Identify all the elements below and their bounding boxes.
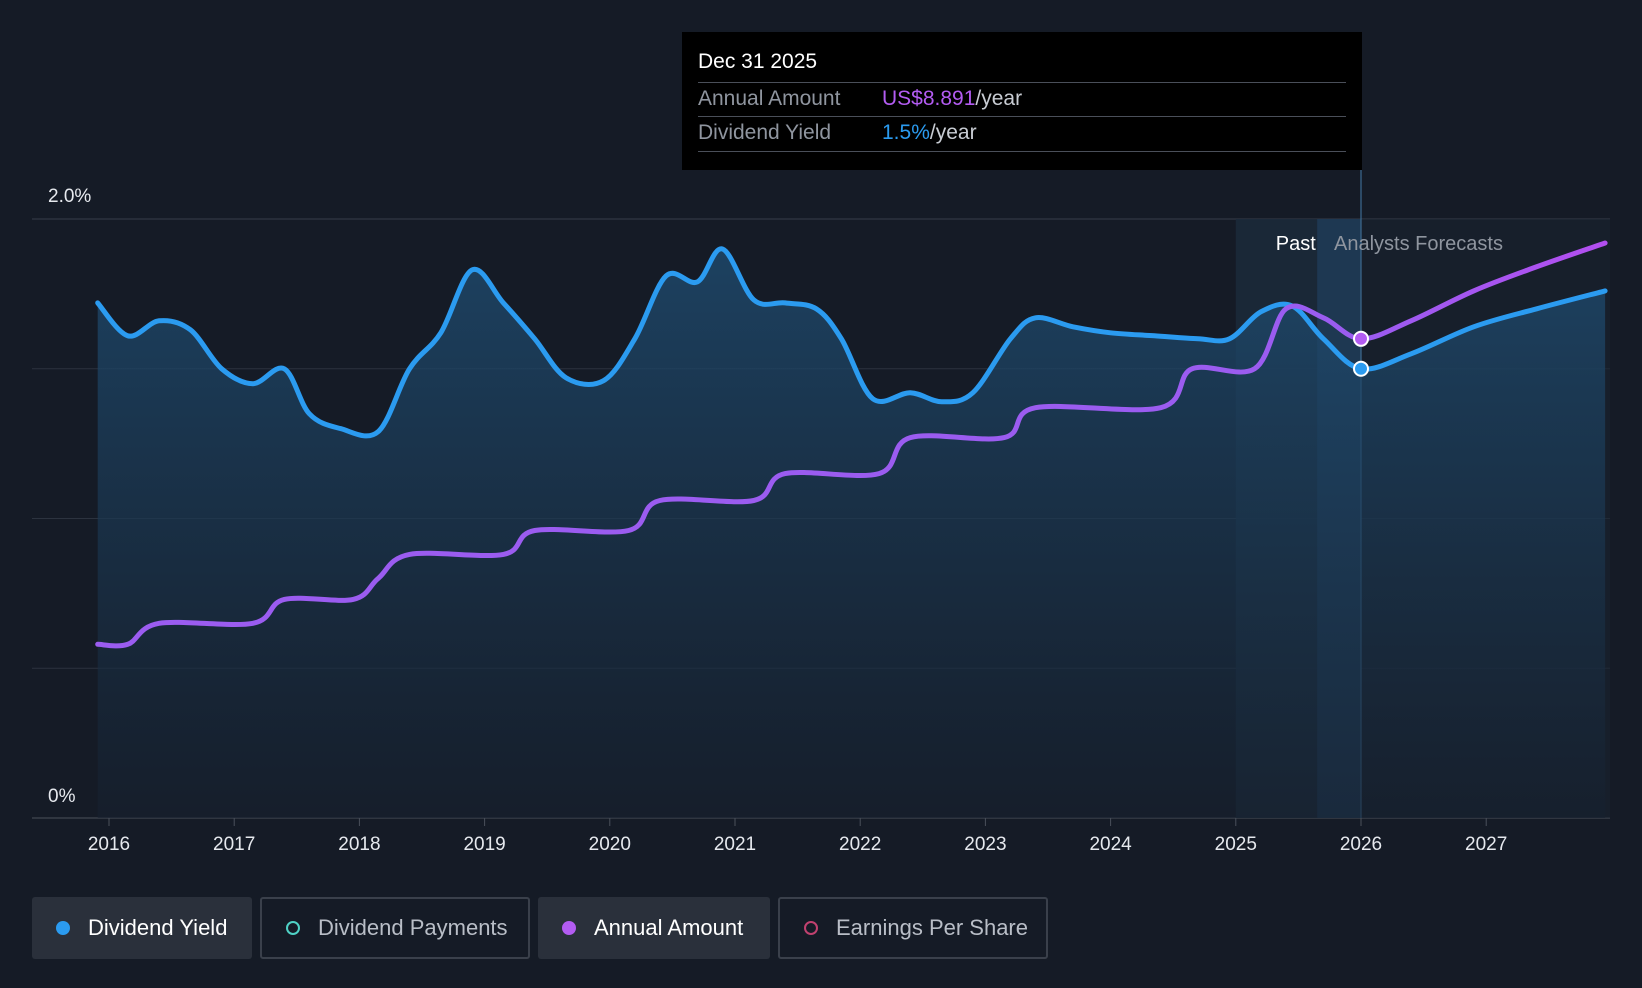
tooltip-amount: US$8.891 (882, 87, 976, 110)
x-tick-label: 2016 (88, 834, 130, 855)
legend-label: Annual Amount (594, 915, 744, 940)
tooltip-value: US$8.891/year (882, 87, 1022, 111)
x-tick-label: 2024 (1089, 834, 1132, 855)
x-tick-label: 2026 (1340, 834, 1382, 855)
tooltip-yield: 1.5% (882, 121, 930, 144)
x-tick-label: 2022 (839, 834, 881, 855)
x-tick-label: 2023 (964, 834, 1006, 855)
legend-label: Earnings Per Share (836, 915, 1028, 940)
series-layer (95, 240, 1608, 819)
legend-dividend-payments[interactable]: Dividend Payments (260, 897, 530, 959)
tooltip-value: 1.5%/year (882, 121, 977, 145)
x-axis: 2016 2017 2018 2019 2020 2021 2022 2023 2024 2025… (88, 818, 1507, 855)
filled-dot-icon (56, 921, 70, 935)
annual-amount-line (95, 240, 1608, 649)
legend-label: Dividend Yield (88, 915, 228, 940)
tooltip-suffix: /year (929, 121, 977, 144)
legend-annual-amount[interactable]: Annual Amount (538, 897, 770, 959)
x-tick-label: 2018 (338, 834, 380, 855)
x-tick-label: 2017 (213, 834, 255, 855)
tooltip-row-dividend-yield: Dividend Yield 1.5%/year (698, 116, 1346, 152)
dividend-yield-area (97, 248, 1606, 819)
tooltip-label: Annual Amount (698, 87, 841, 110)
legend-dividend-yield[interactable]: Dividend Yield (32, 897, 252, 959)
dividend-yield-line (95, 246, 1608, 439)
y-axis: 2.0% 0% (48, 186, 91, 807)
hollow-dot-icon (804, 921, 818, 935)
x-tick-label: 2025 (1215, 834, 1257, 855)
hollow-dot-icon (286, 921, 300, 935)
x-tick-label: 2027 (1465, 834, 1507, 855)
past-label: Past (1276, 233, 1316, 255)
forecast-label: Analysts Forecasts (1334, 233, 1503, 255)
legend-label: Dividend Payments (318, 915, 508, 940)
x-tick-label: 2021 (714, 834, 756, 855)
legend-earnings-per-share[interactable]: Earnings Per Share (778, 897, 1048, 959)
x-tick-label: 2019 (463, 834, 505, 855)
x-tick-label: 2020 (589, 834, 631, 855)
y-tick-label: 2.0% (48, 186, 91, 207)
tooltip: Dec 31 2025 Annual Amount US$8.891/year … (682, 32, 1362, 170)
hover-markers (1353, 330, 1369, 377)
tooltip-row-annual-amount: Annual Amount US$8.891/year (698, 82, 1346, 117)
tooltip-date: Dec 31 2025 (698, 50, 818, 73)
dividend-yield-marker (1353, 360, 1369, 377)
tooltip-suffix: /year (975, 87, 1023, 110)
annual-amount-marker (1353, 330, 1369, 347)
y-tick-label: 0% (48, 786, 76, 807)
tooltip-label: Dividend Yield (698, 121, 832, 144)
filled-dot-icon (562, 921, 576, 935)
